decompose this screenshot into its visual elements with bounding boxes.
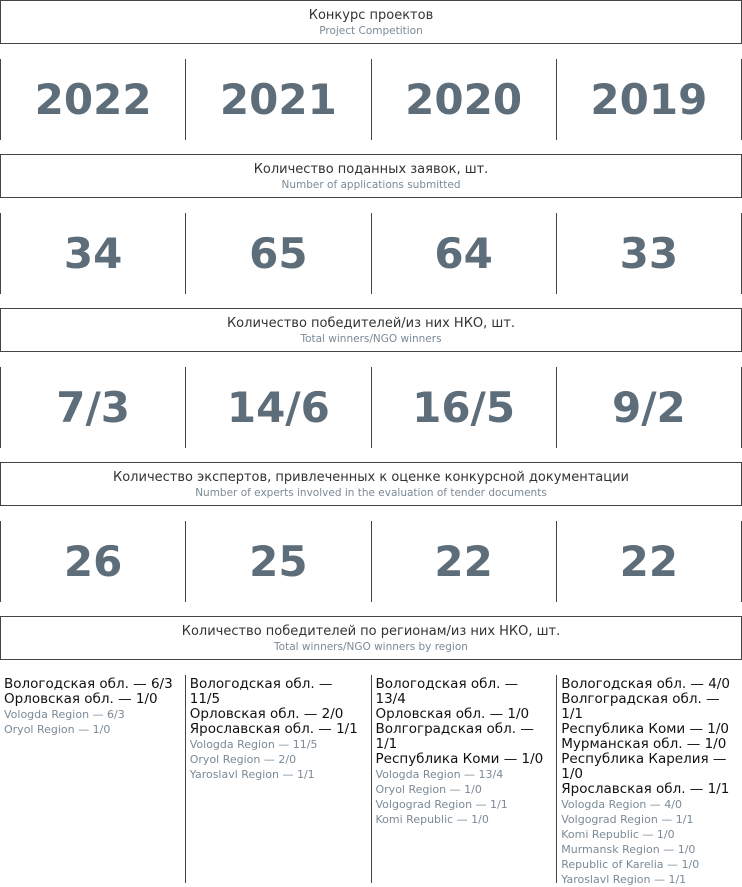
value-cell: 22 [555, 521, 742, 602]
region-en: Oryol Region — 1/0 [375, 783, 482, 796]
region-cell: Вологодская обл. — 13/4 Орловская обл. — … [370, 675, 557, 883]
value-cell: 16/5 [370, 367, 556, 448]
header-title: Количество победителей по регионам/из ни… [181, 624, 561, 639]
region-ru: Ярославская обл. — 1/1 [561, 781, 730, 797]
regions-row: Вологодская обл. — 6/3 Орловская обл. — 1… [0, 675, 742, 886]
value-cell: 65 [185, 213, 370, 294]
region-ru: Орловская обл. — 2/0 [189, 706, 344, 722]
header-title: Количество поданных заявок, шт. [253, 162, 489, 177]
region-en: Murmansk Region — 1/0 [561, 843, 696, 856]
value-row: 2022 2021 2020 2019 [0, 59, 742, 140]
region-en: Republic of Karelia — 1/0 [561, 858, 700, 871]
region-en: Oryol Region — 2/0 [189, 753, 297, 766]
region-ru: Республика Карелия — 1/0 [561, 751, 727, 782]
region-ru: Вологодская обл. — 6/3 [4, 676, 173, 692]
region-en: Komi Republic — 1/0 [561, 828, 675, 841]
value-cell: 26 [0, 521, 185, 602]
value-row: 26 25 22 22 [0, 521, 742, 602]
year-cell: 2020 [370, 59, 556, 140]
value-row: 7/3 14/6 16/5 9/2 [0, 367, 742, 448]
header-subtitle: Project Competition [319, 25, 423, 37]
region-en: Vologda Region — 11/5 [189, 738, 318, 751]
value-cell: 7/3 [0, 367, 185, 448]
region-en: Vologda Region — 4/0 [561, 798, 682, 811]
region-en: Oryol Region — 1/0 [4, 723, 111, 736]
region-en: Volgograd Region — 1/1 [561, 813, 694, 826]
region-ru: Вологодская обл. — 13/4 [375, 676, 519, 707]
header-title: Конкурс проектов [308, 8, 434, 23]
region-ru: Ярославская обл. — 1/1 [189, 721, 358, 737]
region-en: Yaroslavl Region — 1/1 [189, 768, 315, 781]
region-ru: Мурманская обл. — 1/0 [561, 736, 727, 752]
value-cell: 64 [370, 213, 556, 294]
region-en: Vologda Region — 6/3 [4, 708, 125, 721]
value-cell: 34 [0, 213, 185, 294]
region-cell: Вологодская обл. — 11/5 Орловская обл. — … [184, 675, 371, 883]
region-ru: Вологодская обл. — 4/0 [561, 676, 730, 692]
value-cell: 25 [185, 521, 370, 602]
value-row: 34 65 64 33 [0, 213, 742, 294]
region-en: Vologda Region — 13/4 [375, 768, 504, 781]
value-cell: 33 [555, 213, 742, 294]
header-title: Количество победителей/из них НКО, шт. [226, 316, 516, 331]
region-en: Volgograd Region — 1/1 [375, 798, 508, 811]
header-title: Количество экспертов, привлеченных к оце… [113, 470, 629, 485]
value-cell: 22 [370, 521, 556, 602]
section-header: Количество экспертов, привлеченных к оце… [0, 462, 742, 506]
region-cell: Вологодская обл. — 6/3 Орловская обл. — 1… [0, 675, 185, 883]
header-subtitle: Number of applications submitted [281, 179, 461, 191]
region-ru: Волгоградская обл. — 1/1 [375, 721, 534, 752]
header-subtitle: Total winners/NGO winners by region [274, 641, 468, 653]
region-ru: Орловская обл. — 1/0 [375, 706, 530, 722]
region-ru: Вологодская обл. — 11/5 [189, 676, 333, 707]
section-header: Количество поданных заявок, шт. Number of… [0, 154, 742, 198]
header-subtitle: Total winners/NGO winners [300, 333, 442, 345]
region-cell: Вологодская обл. — 4/0 Волгоградская обл.… [556, 675, 742, 886]
region-ru: Республика Коми — 1/0 [375, 751, 544, 767]
value-cell: 9/2 [555, 367, 742, 448]
section-header: Конкурс проектов Project Competition [0, 0, 742, 44]
year-cell: 2021 [185, 59, 370, 140]
region-ru: Республика Коми — 1/0 [561, 721, 729, 737]
section-header: Количество победителей/из них НКО, шт. To… [0, 308, 742, 352]
region-ru: Орловская обл. — 1/0 [4, 691, 158, 707]
year-cell: 2019 [555, 59, 742, 140]
region-ru: Волгоградская обл. — 1/1 [561, 691, 720, 722]
value-cell: 14/6 [185, 367, 370, 448]
region-en: Komi Republic — 1/0 [375, 813, 489, 826]
year-cell: 2022 [0, 59, 185, 140]
header-subtitle: Number of experts involved in the evalua… [195, 487, 547, 499]
section-header: Количество победителей по регионам/из ни… [0, 616, 742, 660]
